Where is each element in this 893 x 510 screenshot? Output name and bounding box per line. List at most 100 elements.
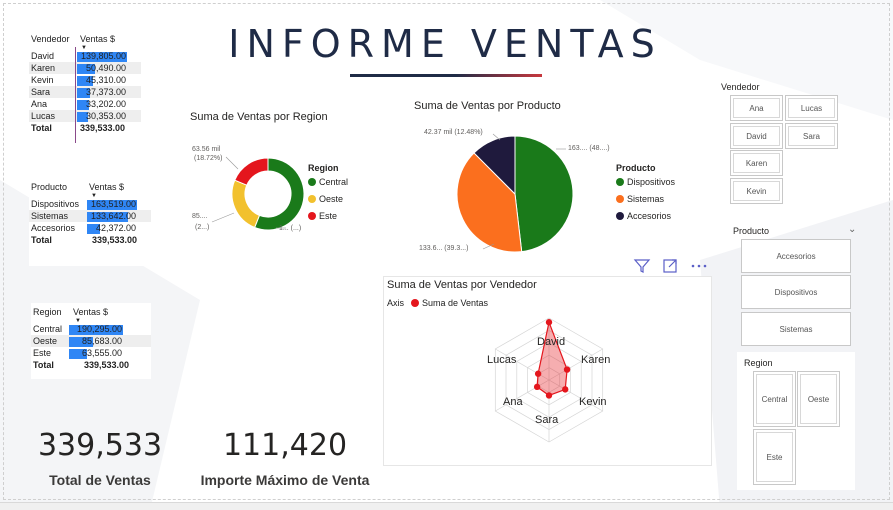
producto-slicer-title: Producto (733, 226, 770, 236)
table-row[interactable]: Sara 37,373.00 (29, 86, 141, 98)
table-row[interactable]: Sistemas 133,642.00 (29, 210, 151, 222)
row-value: 50,490.00 (85, 63, 126, 73)
row-label: Sistemas (31, 211, 69, 221)
table-row[interactable]: Dispositivos 163,519.00 (29, 198, 151, 210)
producto-pie-chart[interactable] (388, 96, 708, 261)
slicer-item-accesorios[interactable]: Accesorios (741, 239, 851, 273)
slicer-item-sara[interactable]: Sara (785, 123, 838, 149)
slice-sistemas[interactable] (456, 152, 523, 253)
table-row[interactable]: Oeste 85,683.00 (31, 335, 151, 347)
column-header-region[interactable]: Region (33, 307, 62, 317)
legend-item-accesorios[interactable]: Accesorios (616, 207, 675, 224)
data-bar (77, 99, 89, 110)
filter-icon[interactable] (633, 259, 651, 273)
data-bar (69, 348, 87, 359)
region-donut-chart[interactable] (186, 107, 366, 265)
row-label: Central (33, 324, 63, 334)
slicer-item-oeste[interactable]: Oeste (797, 371, 840, 427)
column-header-ventas[interactable]: Ventas $ (73, 307, 109, 317)
radar-axis-label-david: David (537, 336, 566, 348)
table-row[interactable]: Karen 50,490.00 (29, 62, 141, 74)
slicer-item-sistemas[interactable]: Sistemas (741, 312, 851, 346)
table-row[interactable]: David 139,805.00 (29, 50, 141, 62)
legend-item-este[interactable]: Este (308, 207, 348, 224)
slicer-item-kevin[interactable]: Kevin (730, 178, 783, 204)
table-row[interactable]: Ana 33,202.00 (29, 98, 141, 110)
slice-dispositivos[interactable] (514, 135, 574, 253)
column-header-ventas[interactable]: Ventas $ (89, 182, 125, 192)
row-value-cell: 30,353.00 (77, 111, 129, 122)
row-label: Sara (31, 87, 51, 97)
radar-point-kevin[interactable] (562, 386, 569, 393)
row-label: Este (33, 348, 52, 358)
table-row[interactable]: Accesorios 42,372.00 (29, 222, 151, 234)
slice-central[interactable] (254, 157, 305, 231)
data-label-central: 1... (...) (279, 225, 302, 232)
row-value-cell: 37,373.00 (77, 87, 129, 98)
legend-item-oeste[interactable]: Oeste (308, 190, 348, 207)
region-legend: Region Central Oeste Este (308, 163, 348, 224)
legend-series-label[interactable]: Suma de Ventas (422, 298, 489, 308)
table-row[interactable]: Lucas 30,353.00 (29, 110, 141, 122)
row-value: 133,642.00 (90, 211, 136, 221)
slicer-item-central[interactable]: Central (753, 371, 796, 427)
row-value-cell: 190,295.00 (69, 324, 125, 335)
slicer-item-lucas[interactable]: Lucas (785, 95, 838, 121)
data-label-oeste-pct: (2...) (195, 224, 210, 231)
table-row[interactable]: Este 63,555.00 (31, 347, 151, 359)
table-row[interactable]: Kevin 45,310.00 (29, 74, 141, 86)
total-value: 339,533.00 (83, 360, 129, 370)
chart-title: Suma de Ventas por Producto (414, 100, 561, 112)
slicer-item-david[interactable]: David (730, 123, 783, 149)
vendedor-table[interactable]: Vendedor Ventas $ ▼ David 139,805.00 Karen… (29, 30, 141, 146)
legend-item-central[interactable]: Central (308, 173, 348, 190)
leader-line (492, 133, 501, 141)
radar-axis-label-lucas: Lucas (487, 354, 517, 366)
data-label-sistemas: 133.6... (39.3...) (419, 245, 469, 252)
row-value: 85,683.00 (81, 336, 122, 346)
row-value-cell: 139,805.00 (77, 51, 129, 62)
vendedor-radar-visual[interactable]: Suma de Ventas por Vendedor Axis Suma de… (383, 276, 712, 466)
importe-maximo-label: Importe Máximo de Venta (200, 472, 370, 488)
producto-table[interactable]: Producto Ventas $ ▼ Dispositivos 163,519.… (29, 178, 151, 266)
row-label: Ana (31, 99, 48, 109)
radar-point-sara[interactable] (545, 392, 553, 399)
legend-item-dispositivos[interactable]: Dispositivos (616, 173, 675, 190)
table-header: Region Ventas $ (31, 303, 151, 317)
radar-axis-label-kevin: Kevin (579, 396, 607, 408)
slicer-item-dispositivos[interactable]: Dispositivos (741, 275, 851, 309)
column-header-producto[interactable]: Producto (31, 182, 68, 192)
more-options-icon[interactable] (691, 264, 707, 268)
row-value: 42,372.00 (95, 223, 136, 233)
data-bar (87, 199, 137, 210)
slicer-item-karen[interactable]: Karen (730, 150, 783, 176)
radar-point-ana[interactable] (533, 383, 541, 391)
data-bar (77, 111, 88, 122)
region-donut-visual[interactable]: Suma de Ventas por Region 63.56 mil (18.… (186, 107, 366, 265)
row-value-cell: 50,490.00 (77, 63, 129, 74)
slicer-item-este[interactable]: Este (753, 429, 796, 485)
radar-axis-line (548, 379, 603, 412)
slice-accesorios[interactable] (473, 135, 516, 196)
row-value-cell: 42,372.00 (87, 223, 139, 234)
table-body: Dispositivos 163,519.00 Sistemas 133,642.00… (29, 198, 151, 234)
chevron-down-icon[interactable]: ⌄ (848, 224, 857, 235)
slicer-item-ana[interactable]: Ana (730, 95, 783, 121)
slice-oeste[interactable] (231, 179, 261, 229)
slice-este[interactable] (234, 157, 269, 186)
producto-pie-visual[interactable]: Suma de Ventas por Producto 42.37 mil (1… (388, 96, 708, 261)
radar-point-david[interactable] (545, 319, 553, 326)
table-total-row: Total 339,533.00 (29, 122, 141, 134)
region-table[interactable]: Region Ventas $ ▼ Central 190,295.00 Oeste… (31, 303, 151, 379)
radar-point-lucas[interactable] (534, 370, 542, 377)
column-header-ventas[interactable]: Ventas $ (80, 34, 116, 44)
table-row[interactable]: Central 190,295.00 (31, 323, 151, 335)
table-header: Producto Ventas $ (29, 178, 151, 192)
radar-point-karen[interactable] (563, 366, 571, 373)
focus-mode-icon[interactable] (663, 259, 677, 273)
column-header-vendedor[interactable]: Vendedor (31, 34, 70, 44)
legend-item-sistemas[interactable]: Sistemas (616, 190, 675, 207)
vendedor-radar-chart[interactable] (384, 277, 713, 467)
page-tabs-bar (0, 502, 893, 510)
